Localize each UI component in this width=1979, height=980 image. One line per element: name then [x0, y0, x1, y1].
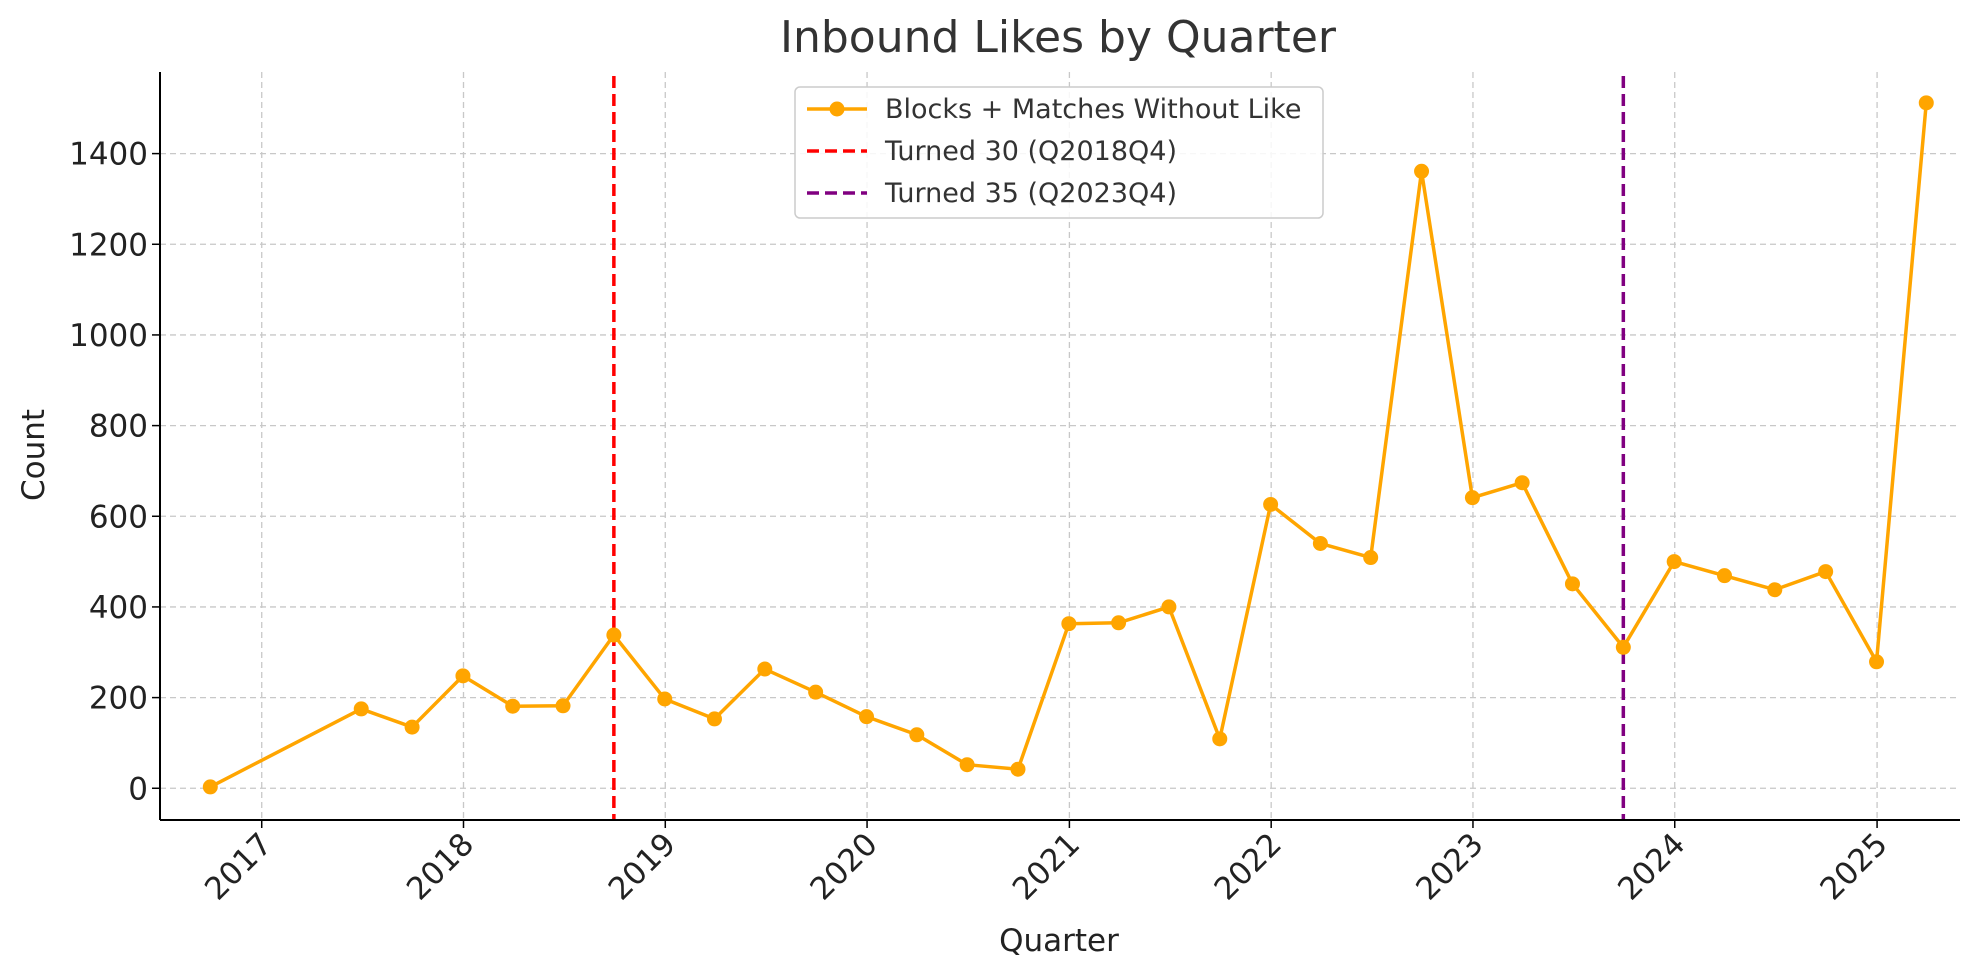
- data-point: [1869, 654, 1885, 670]
- data-point: [1464, 490, 1480, 506]
- y-tick-label: 200: [89, 681, 148, 717]
- y-tick-label: 1000: [69, 318, 148, 354]
- reference-lines: [612, 76, 1626, 820]
- data-point: [1111, 615, 1127, 631]
- data-point: [909, 727, 925, 743]
- data-point: [808, 684, 824, 700]
- data-point: [1918, 95, 1934, 111]
- x-tick-label: 2020: [803, 826, 884, 907]
- data-point: [1414, 163, 1430, 179]
- x-tick-label: 2022: [1208, 826, 1289, 907]
- data-point: [1666, 554, 1682, 570]
- legend-label: Blocks + Matches Without Like: [885, 94, 1301, 125]
- data-point: [1312, 535, 1328, 551]
- x-axis-ticks: 2017 2018 2019 2020 2021 2022 2023 2024 2025: [198, 820, 1895, 907]
- data-point: [1263, 496, 1279, 512]
- series-layer: [202, 95, 1934, 795]
- data-point: [1161, 599, 1177, 615]
- data-point: [1514, 475, 1530, 491]
- x-tick-label: 2024: [1611, 826, 1692, 907]
- data-point: [455, 668, 471, 684]
- data-point: [1767, 582, 1783, 598]
- legend: Blocks + Matches Without Like Turned 30 (…: [794, 86, 1324, 219]
- data-point: [202, 779, 218, 795]
- y-axis-label: Count: [16, 409, 52, 501]
- y-tick-label: 1200: [69, 227, 148, 263]
- x-tick-label: 2021: [1006, 826, 1087, 907]
- y-tick-label: 1400: [69, 137, 148, 173]
- x-tick-label: 2025: [1813, 826, 1894, 907]
- axes: [159, 72, 1960, 821]
- data-point: [1716, 568, 1732, 584]
- legend-label: Turned 35 (Q2023Q4): [884, 178, 1177, 209]
- y-axis-ticks: 0 200 400 600 800 1000 1200 1400: [69, 137, 160, 807]
- data-point: [959, 757, 975, 773]
- legend-box: [794, 86, 1324, 219]
- data-point: [859, 709, 875, 725]
- data-point: [1564, 576, 1580, 592]
- data-point: [1818, 564, 1834, 580]
- data-point: [1363, 550, 1379, 566]
- data-point: [1615, 639, 1631, 655]
- data-point: [404, 719, 420, 735]
- legend-marker: [829, 101, 845, 117]
- y-tick-label: 600: [89, 499, 148, 535]
- x-axis-label: Quarter: [999, 923, 1119, 959]
- y-tick-label: 0: [128, 771, 148, 807]
- x-tick-label: 2023: [1409, 826, 1490, 907]
- x-tick-label: 2017: [198, 826, 279, 907]
- data-point: [1010, 761, 1026, 777]
- data-point: [1061, 616, 1077, 632]
- x-tick-label: 2018: [400, 826, 481, 907]
- data-point: [505, 698, 521, 714]
- x-tick-label: 2019: [602, 826, 683, 907]
- chart-title: Inbound Likes by Quarter: [780, 12, 1337, 63]
- data-point: [757, 661, 773, 677]
- data-point: [1212, 731, 1228, 747]
- y-tick-label: 400: [89, 590, 148, 626]
- data-point: [353, 701, 369, 717]
- data-point: [555, 698, 571, 714]
- y-tick-label: 800: [89, 409, 148, 445]
- data-point: [606, 627, 622, 643]
- data-point: [706, 711, 722, 727]
- data-point: [657, 691, 673, 707]
- legend-label: Turned 30 (Q2018Q4): [884, 136, 1177, 167]
